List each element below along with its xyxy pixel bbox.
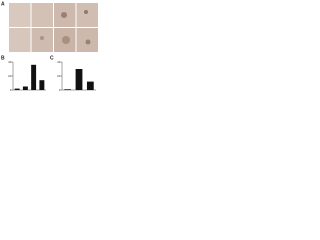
stain — [84, 10, 88, 14]
panel-label: C — [50, 55, 54, 61]
micrograph — [31, 28, 53, 52]
y-tick-label: 20 — [57, 74, 61, 78]
stain — [62, 36, 70, 44]
panel-label: A — [1, 1, 5, 7]
micrograph — [31, 3, 53, 27]
bar — [64, 89, 72, 90]
stain — [85, 39, 91, 45]
micrographs — [9, 3, 98, 52]
y-tick-label: 0 — [10, 88, 12, 92]
micrograph — [9, 3, 31, 27]
y-tick-label: 40 — [57, 60, 61, 64]
stain — [40, 36, 44, 40]
bar — [22, 86, 28, 90]
bar — [86, 81, 94, 90]
micrograph — [9, 28, 31, 52]
stain — [61, 12, 67, 18]
bar — [75, 69, 83, 90]
y-tick-label: 0 — [59, 88, 61, 92]
y-tick-label: 40 — [8, 60, 12, 64]
bar — [14, 88, 20, 90]
micrograph — [76, 3, 98, 27]
y-tick-label: 20 — [8, 74, 12, 78]
figure: A B C 0 20 40 0 20 40 — [1, 1, 98, 92]
bar — [31, 64, 37, 90]
bar — [39, 80, 45, 90]
panel-label: B — [1, 55, 5, 61]
